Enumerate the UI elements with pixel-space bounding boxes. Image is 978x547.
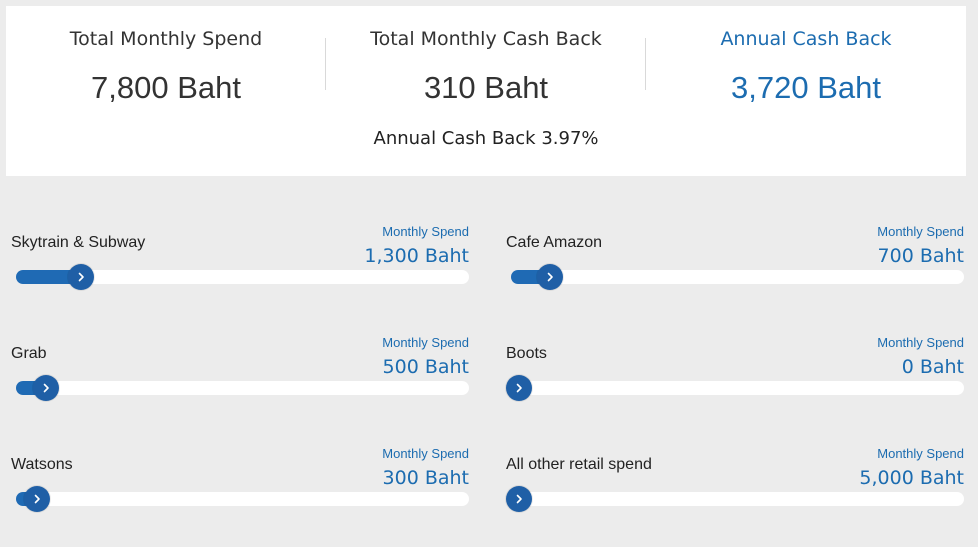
spend-slider-handle[interactable] [67,264,94,290]
monthly-spend-value: 0 Baht [901,356,964,378]
chevron-right-icon [43,383,49,393]
spend-slider-track[interactable] [16,375,469,401]
slider-label: Cafe Amazon [506,234,603,251]
slider-card-watsons: Watsons Monthly Spend 300 Baht [11,421,469,521]
slider-label: Skytrain & Subway [11,234,146,251]
spend-slider-handle[interactable] [506,486,532,512]
monthly-spend-value: 500 Baht [382,356,469,378]
slider-label: Watsons [11,456,73,473]
monthly-spend-caption: Monthly Spend [382,335,469,350]
annual-cashback-value: 3,720 Baht [731,70,881,105]
monthly-spend-value: 5,000 Baht [859,467,964,489]
cashback-summary-panel: Total Monthly Spend 7,800 Baht Total Mon… [6,6,966,176]
slider-card-skytrain: Skytrain & Subway Monthly Spend 1,300 Ba… [11,199,469,299]
monthly-spend-caption: Monthly Spend [382,446,469,461]
total-monthly-spend-label: Total Monthly Spend [69,28,263,50]
spend-slider-handle[interactable] [506,375,532,401]
total-monthly-spend-value: 7,800 Baht [91,70,241,105]
spend-slider-track[interactable] [511,264,964,290]
spend-slider-handle[interactable] [32,375,59,401]
summary-divider [645,38,646,90]
summary-divider [325,38,326,90]
monthly-spend-caption: Monthly Spend [877,335,964,350]
chevron-right-icon [516,494,522,504]
monthly-spend-value: 700 Baht [877,245,964,267]
spend-slider-handle[interactable] [536,264,563,290]
total-monthly-cashback-value: 310 Baht [423,70,549,105]
spend-slider-track[interactable] [16,264,469,290]
slider-card-grab: Grab Monthly Spend 500 Baht [11,310,469,410]
monthly-spend-value: 300 Baht [382,467,469,489]
chevron-right-icon [34,494,40,504]
chevron-right-icon [547,272,553,282]
spend-slider-track[interactable] [506,375,964,401]
spend-slider-track[interactable] [16,486,469,512]
monthly-spend-caption: Monthly Spend [877,446,964,461]
slider-card-other-retail: All other retail spend Monthly Spend 5,0… [506,421,964,521]
spend-slider-handle[interactable] [24,486,51,512]
slider-label: Boots [506,345,547,362]
chevron-right-icon [78,272,84,282]
monthly-spend-caption: Monthly Spend [877,224,964,239]
monthly-spend-value: 1,300 Baht [364,245,469,267]
slider-label: Grab [11,345,47,362]
monthly-spend-caption: Monthly Spend [382,224,469,239]
total-monthly-cashback-label: Total Monthly Cash Back [370,28,602,50]
slider-label: All other retail spend [506,456,652,473]
spend-slider-track[interactable] [506,486,964,512]
annual-cashback-label: Annual Cash Back [720,28,892,50]
chevron-right-icon [516,383,522,393]
slider-card-cafe-amazon: Cafe Amazon Monthly Spend 700 Baht [506,199,964,299]
annual-cashback-rate: Annual Cash Back 3.97% [373,128,599,149]
slider-card-boots: Boots Monthly Spend 0 Baht [506,310,964,410]
